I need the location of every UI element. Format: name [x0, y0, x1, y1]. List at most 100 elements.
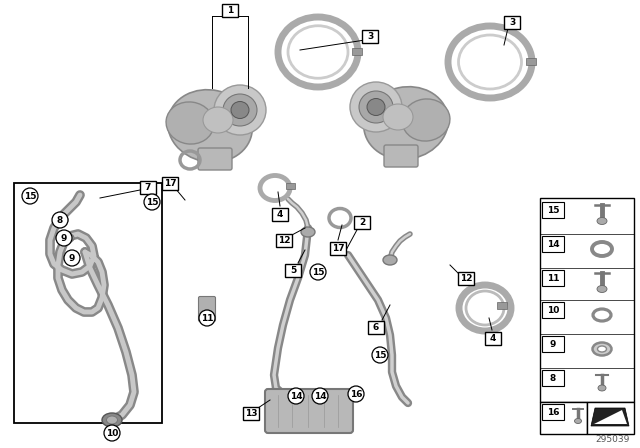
Text: 2: 2	[359, 217, 365, 227]
Bar	[458, 271, 474, 284]
Circle shape	[64, 250, 80, 266]
Text: 15: 15	[312, 267, 324, 276]
Text: 3: 3	[509, 17, 515, 26]
Text: 13: 13	[244, 409, 257, 418]
Circle shape	[312, 388, 328, 404]
Text: 16: 16	[547, 408, 559, 417]
Ellipse shape	[106, 416, 118, 424]
Circle shape	[199, 310, 215, 326]
Ellipse shape	[231, 102, 249, 119]
Text: 12: 12	[278, 236, 291, 245]
Bar	[14, 183, 162, 423]
Text: 9: 9	[61, 233, 67, 242]
Circle shape	[372, 347, 388, 363]
Text: 10: 10	[547, 306, 559, 314]
Ellipse shape	[62, 233, 74, 242]
Text: 9: 9	[550, 340, 556, 349]
Text: 4: 4	[490, 333, 496, 343]
Bar	[330, 241, 346, 254]
Text: 14: 14	[290, 392, 302, 401]
Ellipse shape	[367, 99, 385, 116]
Bar	[285, 263, 301, 276]
Ellipse shape	[598, 346, 607, 352]
Bar	[368, 320, 384, 333]
Text: 12: 12	[460, 273, 472, 283]
Bar	[542, 302, 564, 318]
Text: 15: 15	[24, 191, 36, 201]
Bar	[542, 370, 564, 386]
Text: 11: 11	[547, 273, 559, 283]
FancyBboxPatch shape	[265, 389, 353, 433]
Bar	[542, 202, 564, 218]
Ellipse shape	[359, 91, 393, 123]
Text: 295039: 295039	[596, 435, 630, 444]
Text: 14: 14	[314, 392, 326, 401]
Bar	[485, 332, 501, 345]
Ellipse shape	[168, 90, 252, 162]
Bar	[272, 207, 288, 220]
Bar	[542, 270, 564, 286]
Text: 5: 5	[290, 266, 296, 275]
Text: 11: 11	[201, 314, 213, 323]
Text: 8: 8	[57, 215, 63, 224]
Text: 6: 6	[373, 323, 379, 332]
Ellipse shape	[166, 102, 214, 144]
FancyBboxPatch shape	[198, 297, 216, 322]
Text: 17: 17	[164, 178, 176, 188]
Bar	[352, 48, 362, 55]
Ellipse shape	[223, 94, 257, 126]
Circle shape	[288, 388, 304, 404]
Circle shape	[310, 264, 326, 280]
Ellipse shape	[56, 215, 68, 224]
FancyBboxPatch shape	[384, 145, 418, 167]
Ellipse shape	[575, 418, 582, 423]
Text: 15: 15	[146, 198, 158, 207]
Bar	[354, 215, 370, 228]
Circle shape	[22, 188, 38, 204]
Bar	[162, 177, 178, 190]
Text: 4: 4	[277, 210, 283, 219]
Ellipse shape	[598, 385, 606, 391]
Circle shape	[144, 194, 160, 210]
Bar	[222, 4, 238, 17]
Ellipse shape	[364, 87, 448, 159]
Ellipse shape	[383, 104, 413, 130]
Text: 16: 16	[349, 389, 362, 399]
Bar	[542, 336, 564, 352]
Text: 17: 17	[332, 244, 344, 253]
Text: 14: 14	[547, 240, 559, 249]
Polygon shape	[591, 408, 629, 426]
Bar	[542, 404, 564, 420]
Ellipse shape	[593, 343, 611, 356]
Ellipse shape	[102, 413, 122, 427]
Ellipse shape	[597, 285, 607, 293]
Circle shape	[104, 425, 120, 441]
Polygon shape	[594, 410, 627, 424]
Ellipse shape	[350, 82, 402, 132]
Bar	[540, 198, 634, 402]
Ellipse shape	[383, 255, 397, 265]
Circle shape	[52, 212, 68, 228]
Bar	[540, 402, 587, 434]
Bar	[542, 236, 564, 252]
Bar	[140, 181, 156, 194]
Bar	[525, 58, 536, 65]
Text: 10: 10	[106, 428, 118, 438]
Text: 15: 15	[374, 350, 387, 359]
Ellipse shape	[203, 107, 233, 133]
Bar	[286, 183, 295, 189]
Text: 7: 7	[145, 182, 151, 191]
Bar	[243, 406, 259, 419]
Circle shape	[348, 386, 364, 402]
Text: 15: 15	[547, 206, 559, 215]
Circle shape	[56, 230, 72, 246]
Bar	[497, 302, 507, 309]
Ellipse shape	[301, 227, 315, 237]
Text: 8: 8	[550, 374, 556, 383]
Bar	[276, 233, 292, 246]
Text: 9: 9	[69, 254, 75, 263]
Ellipse shape	[214, 85, 266, 135]
Bar	[504, 16, 520, 29]
Bar	[587, 402, 634, 434]
Bar	[362, 30, 378, 43]
